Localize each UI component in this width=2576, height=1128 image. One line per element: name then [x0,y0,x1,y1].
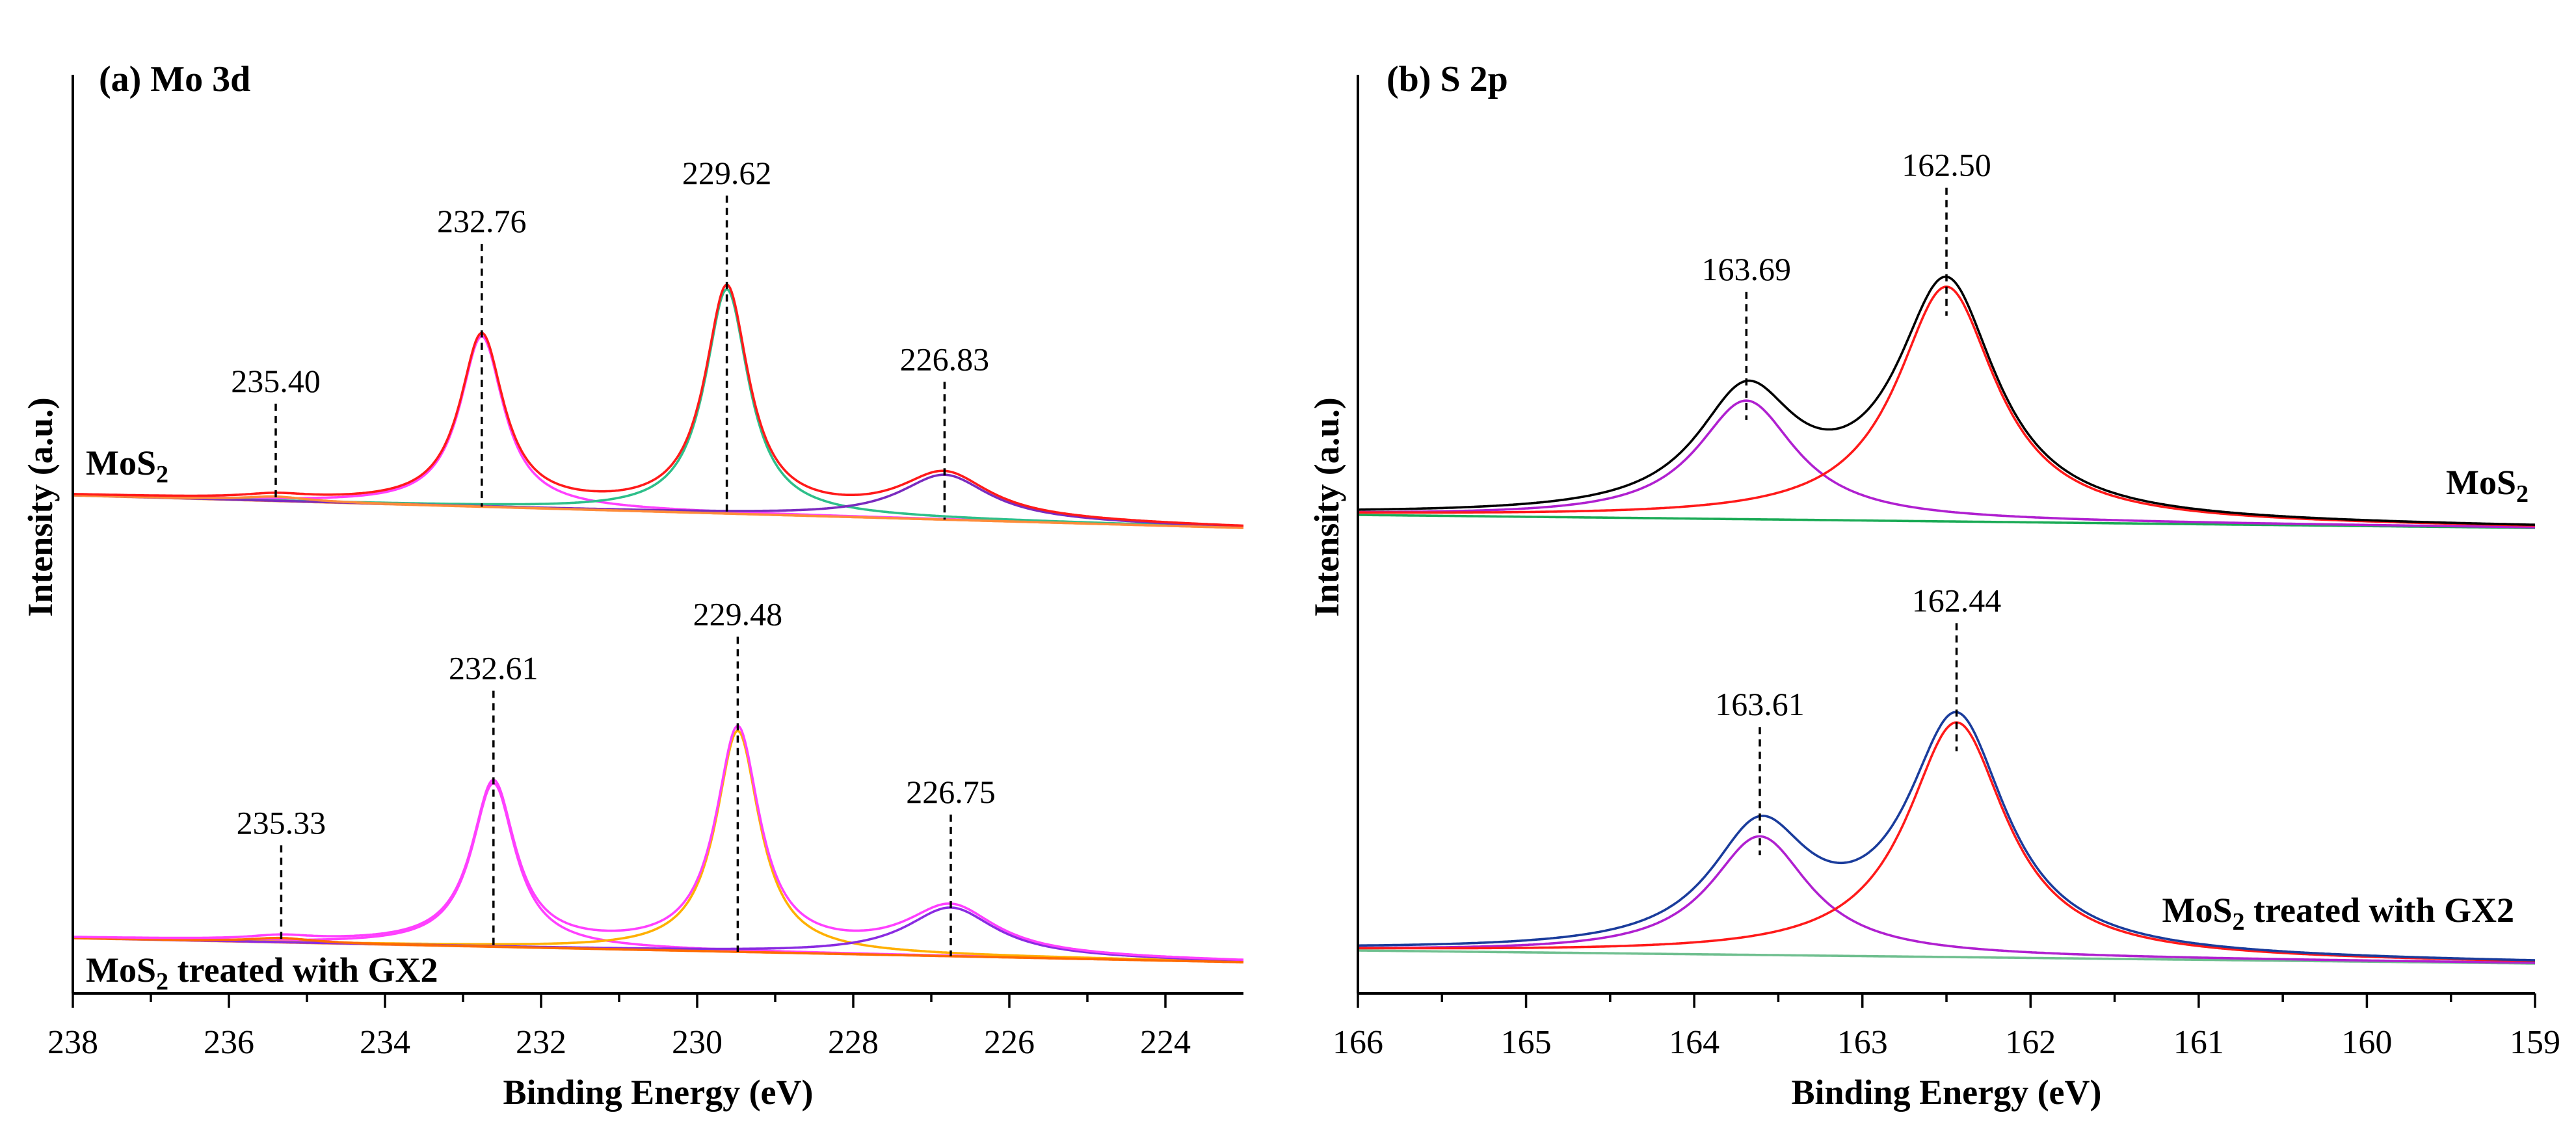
s2p-spectrum-1-envelope [1358,711,2536,962]
mo3d-spectrum-0-component-3 [73,493,1244,529]
s2p-spectrum-0-peak-label: 162.50 [1902,147,1991,183]
mo3d-x-tick-label: 228 [828,1024,879,1061]
mo3d-peak-guides: 235.40 232.76 229.62 226.83 235.33 232.61 229.… [231,155,996,956]
s2p-x-tick-label: 165 [1501,1024,1552,1061]
s2p-spectrum-0-label: MoS2 [2446,463,2529,508]
s2p-spectrum-1-baseline [1358,949,2535,965]
mo3d-curves: MoS2 MoS2 treated with GX2 [72,283,1244,995]
panel-mo3d: MoS2 MoS2 treated with GX2 235.40 232.76 22… [21,59,1244,1112]
s2p-spectrum-1-peak-label: 163.61 [1715,686,1805,722]
s2p-x-tick-label: 166 [1333,1024,1383,1061]
s2p-x-tick-label: 162 [2005,1024,2056,1061]
s2p-panel-title: (b) S 2p [1387,59,1508,99]
mo3d-x-tick-label: 236 [204,1024,254,1061]
mo3d-x-ticks: 238 236 234 232 230 228 226 224 [47,993,1191,1061]
mo3d-x-tick-label: 234 [360,1024,410,1061]
mo3d-spectrum-1-component-3 [73,936,1244,964]
mo3d-spectrum-1-label: MoS2 treated with GX2 [86,951,438,995]
s2p-spectrum-0-component-0 [1358,399,2535,529]
mo3d-x-axis-title: Binding Energy (eV) [503,1073,813,1112]
s2p-x-ticks: 166 165 164 163 162 161 160 159 [1333,993,2560,1061]
mo3d-panel-title: (a) Mo 3d [99,59,250,99]
s2p-x-tick-label: 160 [2341,1024,2392,1061]
mo3d-spectrum-0-peak-label: 235.40 [231,363,321,399]
mo3d-spectrum-1-envelope [72,724,1244,961]
mo3d-spectrum-1-peak-label: 226.75 [906,774,996,810]
s2p-x-axis-title: Binding Energy (eV) [1791,1073,2101,1112]
s2p-spectrum-0-baseline [1358,514,2535,529]
mo3d-spectrum-1-peak-label: 232.61 [449,649,538,686]
s2p-peak-guides: 163.69 162.50 163.61 162.44 [1702,147,2002,856]
s2p-spectrum-1-peak-label: 162.44 [1912,582,2002,618]
mo3d-spectrum-1-component-2 [72,906,1244,962]
mo3d-x-tick-label: 226 [984,1024,1035,1061]
s2p-spectrum-0-peak-label: 163.69 [1702,251,1792,287]
mo3d-spectrum-0-peak-label: 229.62 [682,155,772,191]
s2p-spectrum-1-component-0 [1357,835,2535,964]
mo3d-spectrum-0-peak-label: 232.76 [437,203,527,239]
mo3d-x-tick-label: 232 [516,1024,566,1061]
mo3d-spectrum-0-envelope [72,283,1244,527]
mo3d-x-tick-label: 224 [1140,1024,1191,1061]
s2p-y-axis-title: Intensity (a.u.) [1307,397,1346,617]
mo3d-y-axis-title: Intensity (a.u.) [21,397,60,617]
s2p-x-tick-label: 159 [2510,1024,2560,1061]
mo3d-spectrum-1-peak-label: 235.33 [237,804,326,841]
mo3d-x-tick-label: 230 [672,1024,723,1061]
s2p-x-tick-label: 161 [2173,1024,2224,1061]
mo3d-spectrum-0-label: MoS2 [86,443,168,488]
s2p-spectrum-1-label: MoS2 treated with GX2 [2162,891,2514,936]
mo3d-spectrum-0-component-2 [72,473,1244,528]
mo3d-x-tick-label: 238 [47,1024,98,1061]
s2p-x-tick-label: 163 [1837,1024,1888,1061]
s2p-spectrum-1-component-1 [1357,721,2536,962]
mo3d-spectrum-0-peak-label: 226.83 [900,341,990,377]
s2p-x-tick-label: 164 [1669,1024,1720,1061]
mo3d-spectrum-1-peak-label: 229.48 [693,596,783,632]
